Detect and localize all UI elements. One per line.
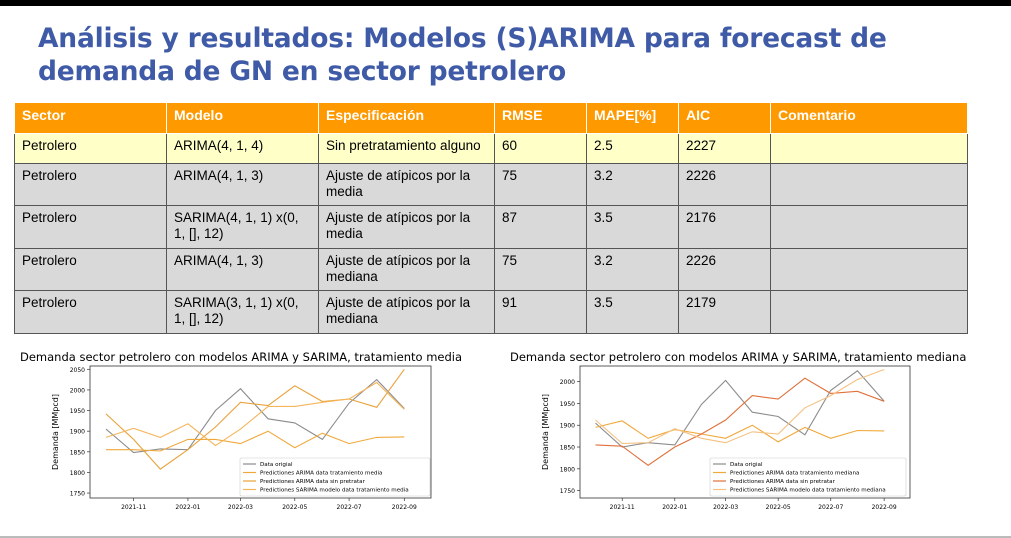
- bottom-border: [0, 536, 1011, 538]
- x-tick-label: 2022-01: [662, 504, 687, 511]
- y-tick-label: 2000: [70, 387, 85, 394]
- header-sector: Sector: [14, 102, 167, 134]
- cell-especificacion: Ajuste de atípicos por la media: [318, 205, 495, 249]
- cell-comentario: [770, 290, 968, 334]
- cell-sector: Petrolero: [14, 248, 167, 291]
- chart-media: 1750 1800 1850 1900 1950 2000 2050 2021-11 2022-…: [51, 365, 432, 511]
- table-row: Petrolero SARIMA(4, 1, 1) x(0, 1, [], 12…: [14, 205, 968, 249]
- cell-especificacion: Ajuste de atípicos por la media: [318, 163, 495, 206]
- cell-aic: 2179: [678, 290, 771, 334]
- y-tick-label: 1900: [70, 429, 85, 436]
- series-line: [595, 420, 885, 443]
- y-tick-label: 1950: [70, 408, 85, 415]
- cell-especificacion: Ajuste de atípicos por la mediana: [318, 290, 495, 334]
- table-header-row: Sector Modelo Especificación RMSE MAPE[%…: [14, 102, 968, 134]
- cell-especificacion: Sin pretratamiento alguno: [318, 133, 495, 164]
- cell-mape: 3.2: [586, 248, 679, 291]
- legend-label: Predictiones SARIMA modelo data tratamie…: [730, 488, 886, 494]
- header-mape: MAPE[%]: [586, 102, 679, 134]
- y-tick-label: 2050: [70, 367, 85, 374]
- legend-label: Data origial: [730, 462, 763, 468]
- cell-aic: 2226: [678, 163, 771, 206]
- y-tick-label: 1800: [70, 470, 85, 477]
- y-tick-label: 1800: [560, 466, 575, 473]
- x-tick-label: 2022-07: [818, 504, 843, 511]
- y-tick-label: 1750: [70, 491, 85, 498]
- cell-comentario: [770, 248, 968, 291]
- x-tick-label: 2022-09: [872, 504, 897, 511]
- x-tick-label: 2022-09: [392, 504, 417, 511]
- table-row: Petrolero ARIMA(4, 1, 3) Ajuste de atípi…: [14, 163, 968, 206]
- cell-mape: 3.2: [586, 163, 679, 206]
- cell-aic: 2226: [678, 248, 771, 291]
- cell-comentario: [770, 163, 968, 206]
- y-tick-label: 2000: [560, 379, 575, 386]
- cell-rmse: 60: [494, 133, 587, 164]
- cell-modelo: ARIMA(4, 1, 4): [166, 133, 319, 164]
- cell-mape: 3.5: [586, 205, 679, 249]
- y-axis-label: Demanda [MMpcd]: [51, 394, 60, 470]
- y-tick-label: 1850: [70, 449, 85, 456]
- legend-label: Predictiones ARIMA data sin pretratar: [730, 479, 836, 485]
- x-tick-label: 2022-03: [228, 504, 253, 511]
- series-line: [105, 381, 405, 447]
- x-tick-label: 2021-11: [610, 504, 635, 511]
- chart-mediana: 1750 1800 1850 1900 1950 2000 2021-11 2022-01 20…: [541, 365, 911, 511]
- y-tick-label: 1900: [560, 423, 575, 430]
- legend-label: Data origial: [260, 462, 293, 468]
- series-line: [105, 368, 405, 470]
- cell-modelo: ARIMA(4, 1, 3): [166, 248, 319, 291]
- x-tick-label: 2022-03: [713, 504, 738, 511]
- cell-sector: Petrolero: [14, 205, 167, 249]
- cell-sector: Petrolero: [14, 163, 167, 206]
- cell-especificacion: Ajuste de atípicos por la mediana: [318, 248, 495, 291]
- cell-modelo: SARIMA(3, 1, 1) x(0, 1, [], 12): [166, 290, 319, 334]
- legend-box: [239, 457, 431, 497]
- cell-sector: Petrolero: [14, 290, 167, 334]
- x-tick-label: 2022-05: [766, 504, 791, 511]
- top-border: [0, 0, 1011, 6]
- x-tick-label: 2022-07: [337, 504, 362, 511]
- table-row: Petrolero SARIMA(3, 1, 1) x(0, 1, [], 12…: [14, 290, 968, 334]
- legend-label: Predictiones ARIMA data tratamiento medi…: [260, 471, 382, 477]
- table-row: Petrolero ARIMA(4, 1, 3) Ajuste de atípi…: [14, 248, 968, 291]
- cell-rmse: 75: [494, 163, 587, 206]
- table-row: Petrolero ARIMA(4, 1, 4) Sin pretratamie…: [14, 133, 968, 164]
- series-line: [106, 430, 405, 452]
- x-tick-label: 2022-01: [175, 504, 200, 511]
- cell-sector: Petrolero: [14, 133, 167, 164]
- chart-title-media: Demanda sector petrolero con modelos ARI…: [20, 350, 463, 364]
- header-rmse: RMSE: [494, 102, 587, 134]
- x-tick-label: 2021-11: [121, 504, 146, 511]
- cell-rmse: 87: [494, 205, 587, 249]
- cell-aic: 2227: [678, 133, 771, 164]
- header-modelo: Modelo: [166, 102, 319, 134]
- header-especificacion: Especificación: [318, 102, 495, 134]
- series-line: [595, 368, 885, 445]
- cell-aic: 2176: [678, 205, 771, 249]
- cell-rmse: 91: [494, 290, 587, 334]
- cell-modelo: SARIMA(4, 1, 1) x(0, 1, [], 12): [166, 205, 319, 249]
- x-tick-label: 2022-05: [282, 504, 307, 511]
- cell-comentario: [770, 133, 968, 164]
- header-aic: AIC: [678, 102, 771, 134]
- legend-label: Predictiones ARIMA data sin pretratar: [260, 479, 366, 485]
- slide-title: Análisis y resultados: Modelos (S)ARIMA …: [38, 23, 887, 87]
- legend-label: Predictiones SARIMA modelo data tratamie…: [260, 488, 409, 494]
- cell-modelo: ARIMA(4, 1, 3): [166, 163, 319, 206]
- chart-title-mediana: Demanda sector petrolero con modelos ARI…: [510, 350, 967, 364]
- legend-box: [709, 457, 907, 497]
- legend-label: Predictiones ARIMA data tratamiento medi…: [730, 471, 859, 477]
- y-tick-label: 1950: [560, 401, 575, 408]
- y-tick-label: 1750: [560, 488, 575, 495]
- cell-mape: 2.5: [586, 133, 679, 164]
- cell-mape: 3.5: [586, 290, 679, 334]
- cell-rmse: 75: [494, 248, 587, 291]
- y-tick-label: 1850: [560, 445, 575, 452]
- y-axis-label: Demanda [MMpcd]: [541, 394, 550, 470]
- cell-comentario: [770, 205, 968, 249]
- header-comentario: Comentario: [770, 102, 968, 134]
- results-table: Sector Modelo Especificación RMSE MAPE[%…: [14, 102, 968, 334]
- series-line: [595, 370, 885, 448]
